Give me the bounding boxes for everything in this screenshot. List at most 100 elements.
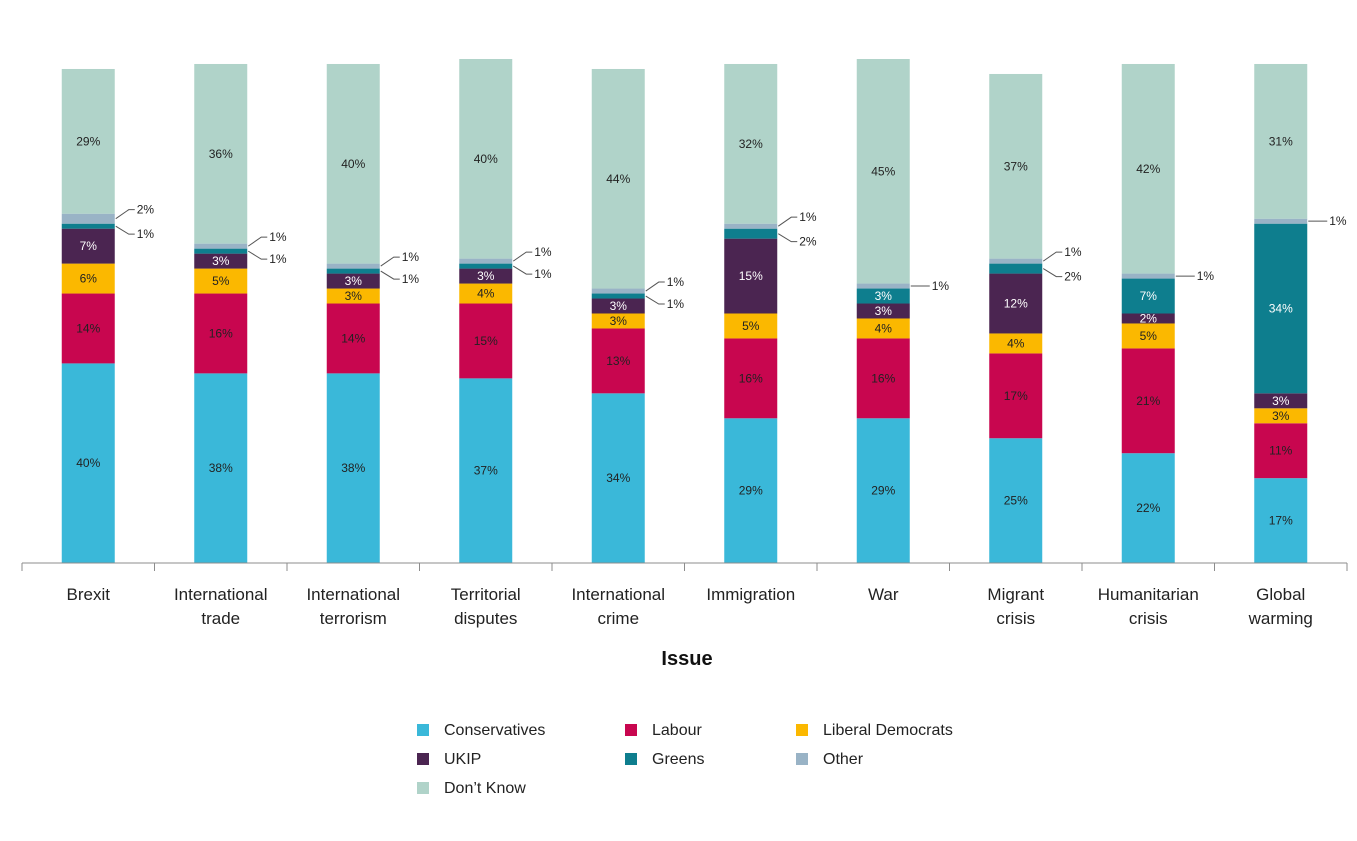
bar-segment-labour	[856, 338, 910, 419]
bar-segment-don-t-know	[194, 63, 248, 244]
bar-segment-conservatives	[724, 418, 778, 563]
data-label: 3%	[477, 269, 495, 283]
data-label: 5%	[212, 274, 230, 288]
category-label: crisis	[1129, 609, 1168, 628]
bar-segment-ukip	[1254, 393, 1308, 409]
legend-label: UKIP	[444, 751, 481, 768]
data-label: 3%	[875, 289, 893, 303]
bar-segment-don-t-know	[459, 59, 513, 259]
data-label: 1%	[1197, 269, 1215, 283]
data-label: 5%	[1140, 329, 1158, 343]
bar-segment-ukip	[326, 273, 380, 289]
leader-line	[1042, 268, 1063, 278]
data-label: 4%	[875, 321, 893, 335]
data-label: 3%	[610, 299, 628, 313]
bar-segment-liberal-democrats	[326, 288, 380, 304]
data-label: 37%	[474, 464, 498, 478]
x-axis-title: Issue	[661, 648, 712, 670]
data-label: 1%	[1064, 245, 1082, 259]
data-label: 12%	[1004, 297, 1028, 311]
leader-line	[777, 233, 798, 243]
bar-segment-other	[1121, 273, 1175, 279]
leader-line	[247, 250, 268, 260]
data-label: 1%	[534, 267, 552, 281]
leader-line	[247, 236, 268, 247]
bar-segment-other	[989, 258, 1043, 264]
bar-segment-ukip	[194, 253, 248, 269]
category-label: Territorial	[451, 585, 521, 604]
bar-segment-don-t-know	[1121, 63, 1175, 274]
data-label: 1%	[667, 275, 685, 289]
bar-segment-ukip	[724, 238, 778, 314]
bar-segment-greens	[856, 288, 910, 304]
data-label: 15%	[739, 269, 763, 283]
bar-segment-liberal-democrats	[989, 333, 1043, 354]
data-label: 38%	[341, 461, 365, 475]
data-label: 1%	[269, 252, 287, 266]
data-label: 3%	[345, 289, 363, 303]
data-label: 29%	[76, 134, 100, 148]
bar-segment-greens	[194, 248, 248, 254]
data-label: 45%	[871, 164, 895, 178]
legend-swatch	[625, 753, 637, 765]
data-label: 31%	[1269, 134, 1293, 148]
bar-segment-other	[724, 223, 778, 229]
bar-segment-ukip	[856, 303, 910, 319]
bar-segment-conservatives	[856, 418, 910, 563]
bar-segment-other	[61, 213, 115, 224]
bar-segment-other	[591, 288, 645, 294]
category-label: International	[571, 585, 665, 604]
bar-segment-liberal-democrats	[61, 263, 115, 294]
bar-segment-greens	[326, 268, 380, 274]
data-label: 16%	[871, 371, 895, 385]
leader-line	[512, 251, 533, 262]
legend-label: Greens	[652, 751, 704, 768]
bar-segment-conservatives	[61, 363, 115, 563]
leader-line	[645, 281, 665, 292]
bar-segment-liberal-democrats	[459, 283, 513, 304]
data-label: 3%	[1272, 394, 1290, 408]
data-label: 6%	[80, 272, 98, 286]
bar-segment-greens	[1254, 223, 1308, 394]
data-label: 40%	[474, 152, 498, 166]
bar-segment-other	[459, 258, 513, 264]
category-label: International	[306, 585, 400, 604]
data-label: 44%	[606, 172, 630, 186]
category-label: International	[174, 585, 268, 604]
bar-segment-other	[856, 283, 910, 289]
category-label: War	[868, 585, 899, 604]
bar-segment-labour	[326, 303, 380, 374]
category-label: disputes	[454, 609, 517, 628]
bar-segment-liberal-democrats	[1121, 323, 1175, 349]
bar-segment-don-t-know	[591, 68, 645, 289]
leader-line	[115, 225, 135, 235]
bar-segment-labour	[989, 353, 1043, 439]
legend-swatch	[625, 724, 637, 736]
data-label: 2%	[1064, 270, 1082, 284]
bar-segment-greens	[989, 263, 1043, 274]
bar-segment-labour	[591, 328, 645, 394]
bar-segment-ukip	[989, 273, 1043, 334]
bar-segment-don-t-know	[724, 63, 778, 224]
data-label: 4%	[1007, 336, 1025, 350]
bar-segment-other	[326, 263, 380, 269]
data-label: 17%	[1004, 389, 1028, 403]
data-label: 42%	[1136, 162, 1160, 176]
bar-segment-conservatives	[459, 378, 513, 563]
data-label: 14%	[341, 331, 365, 345]
bar-segment-labour	[724, 338, 778, 419]
data-label: 37%	[1004, 159, 1028, 173]
data-label: 1%	[667, 297, 685, 311]
bar-segment-liberal-democrats	[724, 313, 778, 339]
legend-swatch	[417, 782, 429, 794]
data-label: 21%	[1136, 394, 1160, 408]
data-label: 22%	[1136, 501, 1160, 515]
data-label: 17%	[1269, 514, 1293, 528]
data-label: 1%	[269, 230, 287, 244]
category-label: warming	[1248, 609, 1313, 628]
data-label: 1%	[137, 227, 155, 241]
data-label: 1%	[534, 245, 552, 259]
data-label: 2%	[799, 235, 817, 249]
data-label: 25%	[1004, 494, 1028, 508]
